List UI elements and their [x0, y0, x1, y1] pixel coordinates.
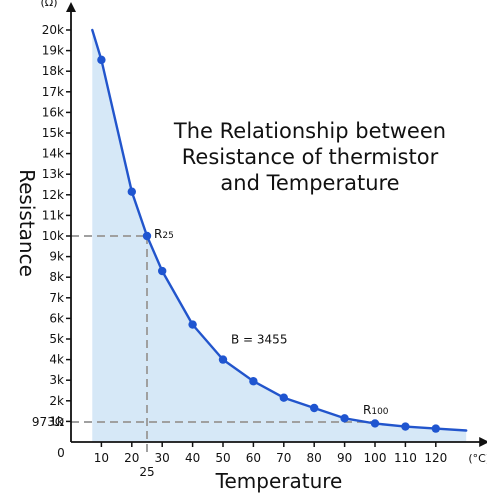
data-point-6: [249, 377, 258, 386]
markers-layer: [97, 55, 440, 433]
data-point-11: [401, 422, 410, 431]
y-tick-label-14: 15k: [42, 126, 64, 140]
y-tick-label-2: 3k: [49, 373, 64, 387]
x-unit-label: (°C): [468, 452, 487, 465]
x-tick-label-10: 110: [394, 451, 417, 465]
y-tick-label-12: 13k: [42, 167, 64, 181]
x-tick-label-11: 120: [424, 451, 447, 465]
y-tick-label-4: 5k: [49, 332, 64, 346]
labels-layer: 1k 2k 3k 4k 5k 6k 7k 8k 9k 10k 11k 12k 13k 14k 15k 16k 1…: [15, 0, 487, 493]
x-axis-title: Temperature: [215, 469, 343, 493]
y-tick-label-18: 19k: [42, 44, 64, 58]
y-axis-arrow: [66, 2, 76, 12]
area-fill-layer: [92, 30, 467, 442]
data-point-5: [218, 355, 228, 364]
y-tick-label-9: 10k: [42, 229, 64, 243]
data-point-0: [97, 55, 106, 65]
x-tick-label-3: 40: [185, 451, 200, 465]
y-tick-label-1: 2k: [49, 394, 64, 408]
y-tick-label-16: 17k: [42, 85, 64, 99]
x-tick-label-1: 20: [124, 451, 139, 465]
y-axis-title: Resistance: [15, 169, 39, 277]
chart-title-line-2: and Temperature: [220, 171, 399, 195]
y-tick-label-3: 4k: [49, 353, 64, 367]
y-unit-label: (Ω): [41, 0, 58, 9]
origin-label: 0: [57, 446, 65, 460]
reference-x-label-0: 25: [139, 465, 154, 479]
reference-lines-layer: [71, 235, 375, 454]
x-tick-label-5: 60: [246, 451, 261, 465]
y-tick-label-5: 6k: [49, 311, 64, 325]
y-tick-label-8: 9k: [49, 250, 64, 264]
data-point-4: [188, 320, 197, 329]
y-tick-label-15: 16k: [42, 105, 64, 119]
x-tick-label-7: 80: [307, 451, 322, 465]
y-tick-label-11: 12k: [42, 188, 64, 202]
data-point-9: [340, 414, 349, 423]
x-tick-label-4: 50: [215, 451, 230, 465]
y-tick-label-0: 1k: [49, 414, 64, 428]
x-tick-label-2: 30: [155, 451, 170, 465]
x-tick-label-9: 100: [364, 451, 387, 465]
reference-point-label-0: R25: [154, 227, 174, 241]
x-axis-arrow: [479, 437, 487, 447]
chart-title-line-1: Resistance of thermistor: [182, 145, 439, 169]
annotation-0: B = 3455: [231, 333, 287, 347]
y-tick-label-6: 7k: [49, 291, 64, 305]
data-point-12: [431, 424, 440, 433]
x-tick-label-0: 10: [94, 451, 109, 465]
chart-title-line-0: The Relationship between: [173, 119, 446, 143]
y-tick-label-17: 18k: [42, 64, 64, 78]
y-tick-label-7: 8k: [49, 270, 64, 284]
reference-point-label-1: R100: [363, 403, 389, 417]
y-tick-label-10: 11k: [42, 208, 64, 222]
data-point-2: [142, 231, 152, 241]
area-under-curve: [92, 30, 467, 442]
data-point-10: [370, 419, 380, 428]
x-tick-label-6: 70: [276, 451, 291, 465]
x-tick-label-8: 90: [337, 451, 352, 465]
data-point-8: [310, 403, 319, 413]
reference-y-label-1: 973Ω: [32, 415, 64, 429]
data-point-7: [279, 393, 288, 402]
y-tick-label-19: 20k: [42, 23, 64, 37]
data-point-1: [127, 187, 136, 196]
axes-layer: [66, 2, 487, 447]
y-tick-label-13: 14k: [42, 147, 64, 161]
data-point-3: [158, 266, 167, 276]
